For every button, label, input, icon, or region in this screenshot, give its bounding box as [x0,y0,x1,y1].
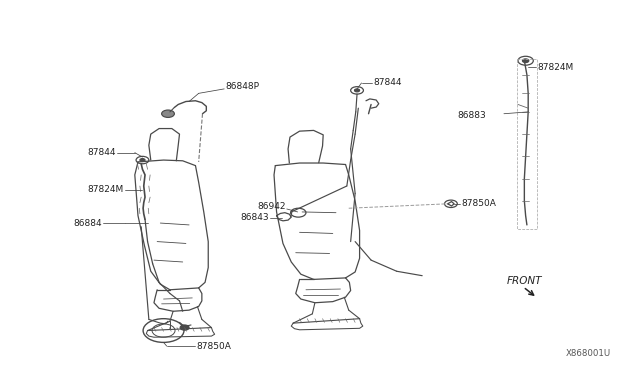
Text: 87824M: 87824M [87,185,124,194]
Text: 86848P: 86848P [225,82,259,91]
Circle shape [522,59,529,62]
Text: 87850A: 87850A [196,341,232,350]
Text: 86843: 86843 [240,213,269,222]
Text: 87850A: 87850A [462,199,497,208]
Text: FRONT: FRONT [506,276,542,285]
Text: 87824M: 87824M [537,63,573,72]
Text: 86883: 86883 [458,111,486,120]
Text: 86884: 86884 [73,219,102,228]
Text: 87844: 87844 [374,78,402,87]
Text: 87844: 87844 [87,148,116,157]
Circle shape [140,158,145,161]
Text: X868001U: X868001U [565,349,611,358]
Text: 86942: 86942 [257,202,285,211]
Circle shape [355,89,360,92]
Circle shape [162,110,174,118]
Circle shape [180,325,189,330]
